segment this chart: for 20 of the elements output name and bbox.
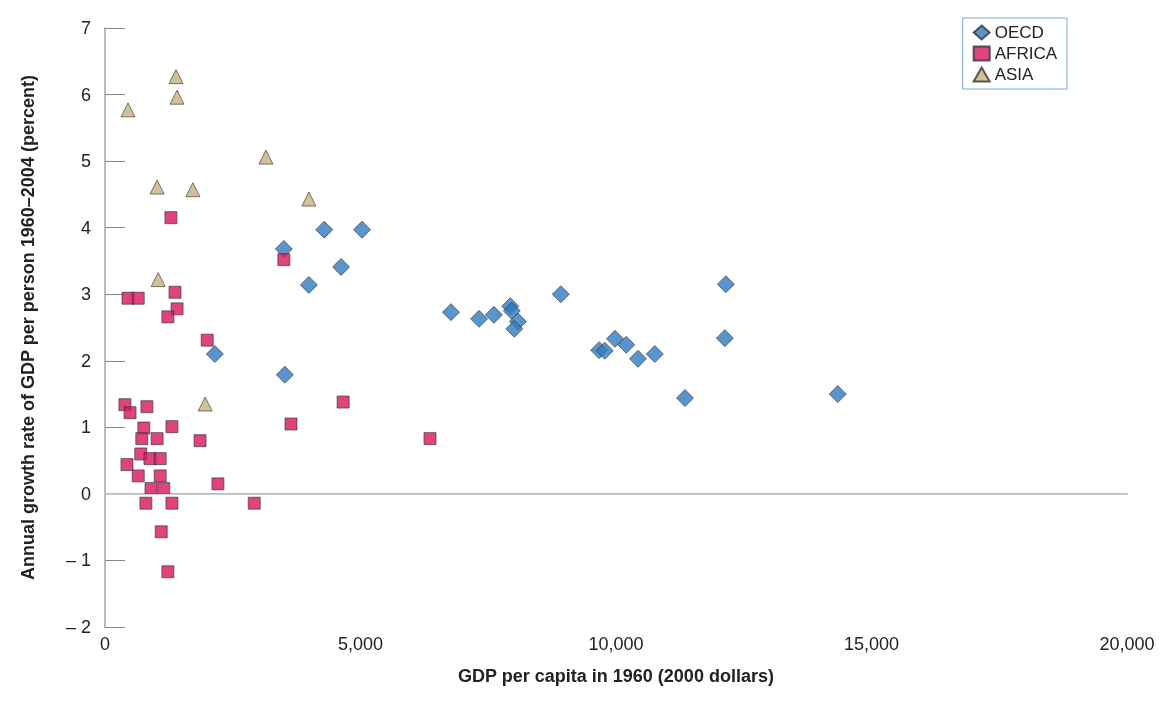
legend-label: ASIA	[994, 65, 1035, 84]
x-tick-label: 15,000	[843, 634, 900, 654]
x-tick-label: 10,000	[588, 634, 644, 654]
y-tick-label: – 1	[65, 550, 91, 571]
y-tick-label: 0	[80, 483, 91, 504]
y-axis-title: Annual growth rate of GDP per person 1960–2004 (percent)	[18, 75, 38, 580]
y-tick-label: 4	[80, 217, 91, 238]
y-tick-label: 1	[80, 417, 91, 438]
y-tick-label: 3	[80, 284, 91, 305]
x-tick-label: 5,000	[337, 634, 384, 654]
x-axis-title: GDP per capita in 1960 (2000 dollars)	[458, 666, 774, 686]
legend-label: OECD	[994, 23, 1044, 42]
x-tick-label: 20,000	[1099, 634, 1155, 654]
legend-label: AFRICA	[994, 44, 1058, 63]
x-tick-label: 0	[99, 634, 111, 654]
y-tick-label: – 2	[65, 617, 91, 637]
y-tick-label: 6	[80, 84, 91, 105]
y-tick-label: 7	[80, 18, 91, 38]
y-tick-label: 5	[80, 151, 91, 172]
y-tick-label: 2	[80, 350, 91, 371]
